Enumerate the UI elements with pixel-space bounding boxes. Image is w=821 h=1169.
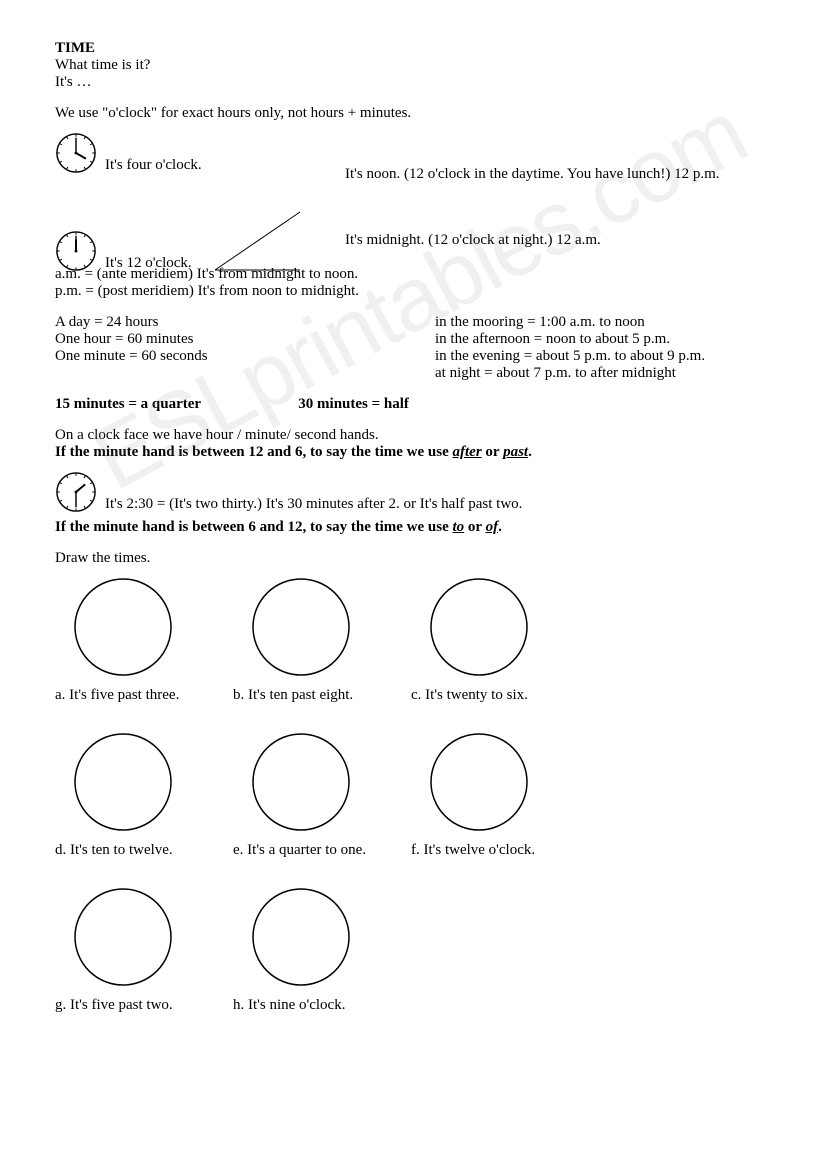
exercise-label: g. It's five past two. — [55, 997, 233, 1014]
fork-lines-icon — [210, 210, 310, 280]
of-word: of — [486, 519, 499, 535]
exercise-label: h. It's nine o'clock. — [233, 997, 411, 1014]
to-of-pre: If the minute hand is between 6 and 12, … — [55, 519, 453, 535]
facts-columns: A day = 24 hours One hour = 60 minutes O… — [55, 314, 766, 382]
exercise-label: d. It's ten to twelve. — [55, 842, 233, 859]
fact-left-1: One hour = 60 minutes — [55, 331, 435, 348]
or-word-2: or — [464, 519, 485, 535]
page-title: TIME — [55, 40, 766, 57]
half-text: 30 minutes = half — [298, 396, 409, 412]
to-word: to — [453, 519, 465, 535]
fact-left-0: A day = 24 hours — [55, 314, 435, 331]
clock-twelve-label: It's 12 o'clock. — [105, 255, 192, 272]
exercise-item: b. It's ten past eight. — [233, 577, 411, 704]
fact-left-2: One minute = 60 seconds — [55, 348, 435, 365]
exercise-item: f. It's twelve o'clock. — [411, 732, 589, 859]
quarter-text: 15 minutes = a quarter — [55, 396, 201, 412]
fact-right-3: at night = about 7 p.m. to after midnigh… — [435, 365, 766, 382]
blank-clock-icon — [73, 732, 173, 832]
exercise-item: h. It's nine o'clock. — [233, 887, 411, 1014]
clock-four-label: It's four o'clock. — [105, 157, 202, 174]
quarter-half-row: 15 minutes = a quarter 30 minutes = half — [55, 396, 766, 413]
blank-clock-icon — [73, 577, 173, 677]
fact-right-1: in the afternoon = noon to about 5 p.m. — [435, 331, 766, 348]
exercise-item: e. It's a quarter to one. — [233, 732, 411, 859]
clock-230-label: It's 2:30 = (It's two thirty.) It's 30 m… — [105, 496, 522, 513]
exercise-grid: a. It's five past three. b. It's ten pas… — [55, 577, 766, 1042]
to-of-rule: If the minute hand is between 6 and 12, … — [55, 519, 766, 536]
period: . — [528, 444, 532, 460]
pm-definition: p.m. = (post meridiem) It's from noon to… — [55, 283, 766, 300]
exercise-label: c. It's twenty to six. — [411, 687, 589, 704]
exercise-label: f. It's twelve o'clock. — [411, 842, 589, 859]
fact-right-2: in the evening = about 5 p.m. to about 9… — [435, 348, 766, 365]
past-word: past — [503, 444, 528, 460]
exercise-item: a. It's five past three. — [55, 577, 233, 704]
noon-midnight-block: It's noon. (12 o'clock in the daytime. Y… — [55, 180, 766, 260]
intro-line-2: It's … — [55, 74, 766, 91]
blank-clock-icon — [251, 577, 351, 677]
intro-line-1: What time is it? — [55, 57, 766, 74]
after-word: after — [453, 444, 482, 460]
after-past-rule: If the minute hand is between 12 and 6, … — [55, 444, 766, 461]
blank-clock-icon — [429, 732, 529, 832]
exercise-label: b. It's ten past eight. — [233, 687, 411, 704]
exercise-item: d. It's ten to twelve. — [55, 732, 233, 859]
clock-230-row: It's 2:30 = (It's two thirty.) It's 30 m… — [55, 467, 766, 513]
exercise-item: g. It's five past two. — [55, 887, 233, 1014]
blank-clock-icon — [251, 732, 351, 832]
after-past-pre: If the minute hand is between 12 and 6, … — [55, 444, 453, 460]
period-2: . — [498, 519, 502, 535]
clock-icon — [55, 230, 97, 272]
exercise-label: e. It's a quarter to one. — [233, 842, 411, 859]
blank-clock-icon — [251, 887, 351, 987]
fact-right-0: in the mooring = 1:00 a.m. to noon — [435, 314, 766, 331]
noon-text: It's noon. (12 o'clock in the daytime. Y… — [345, 166, 720, 183]
exercise-item: c. It's twenty to six. — [411, 577, 589, 704]
rule-oclock: We use "o'clock" for exact hours only, n… — [55, 105, 766, 122]
exercise-label: a. It's five past three. — [55, 687, 233, 704]
midnight-text: It's midnight. (12 o'clock at night.) 12… — [345, 232, 601, 249]
blank-clock-icon — [429, 577, 529, 677]
or-word: or — [482, 444, 503, 460]
clock-icon — [55, 471, 97, 513]
clock-icon — [55, 132, 97, 174]
clock-hands-text: On a clock face we have hour / minute/ s… — [55, 427, 766, 444]
blank-clock-icon — [73, 887, 173, 987]
exercise-title: Draw the times. — [55, 550, 766, 567]
